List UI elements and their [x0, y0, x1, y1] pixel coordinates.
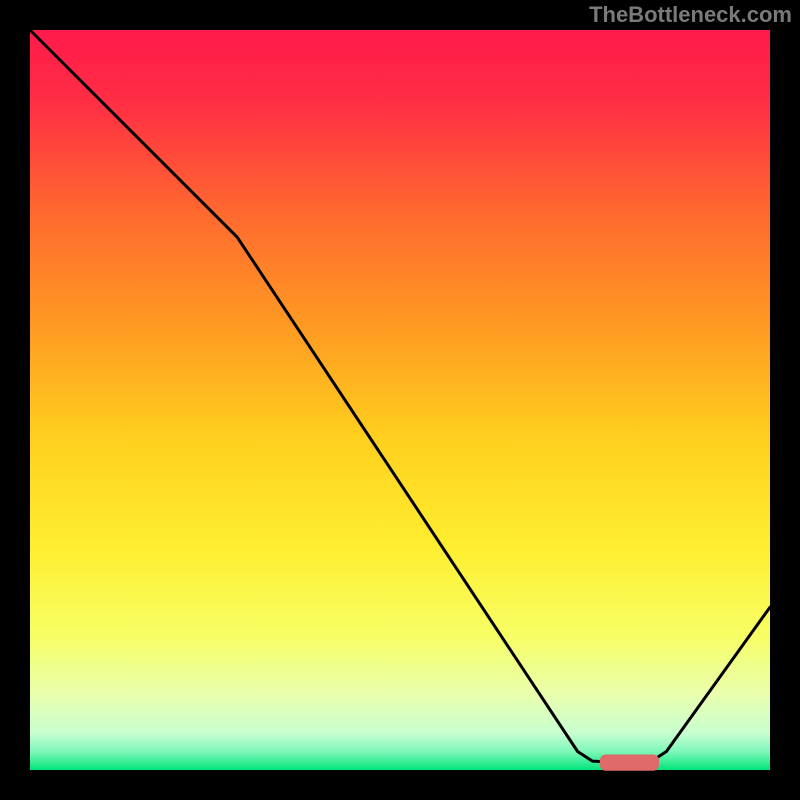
watermark-text: TheBottleneck.com [589, 2, 792, 28]
chart-svg [0, 0, 800, 800]
bottleneck-chart: TheBottleneck.com [0, 0, 800, 800]
minimum-marker [600, 754, 659, 770]
